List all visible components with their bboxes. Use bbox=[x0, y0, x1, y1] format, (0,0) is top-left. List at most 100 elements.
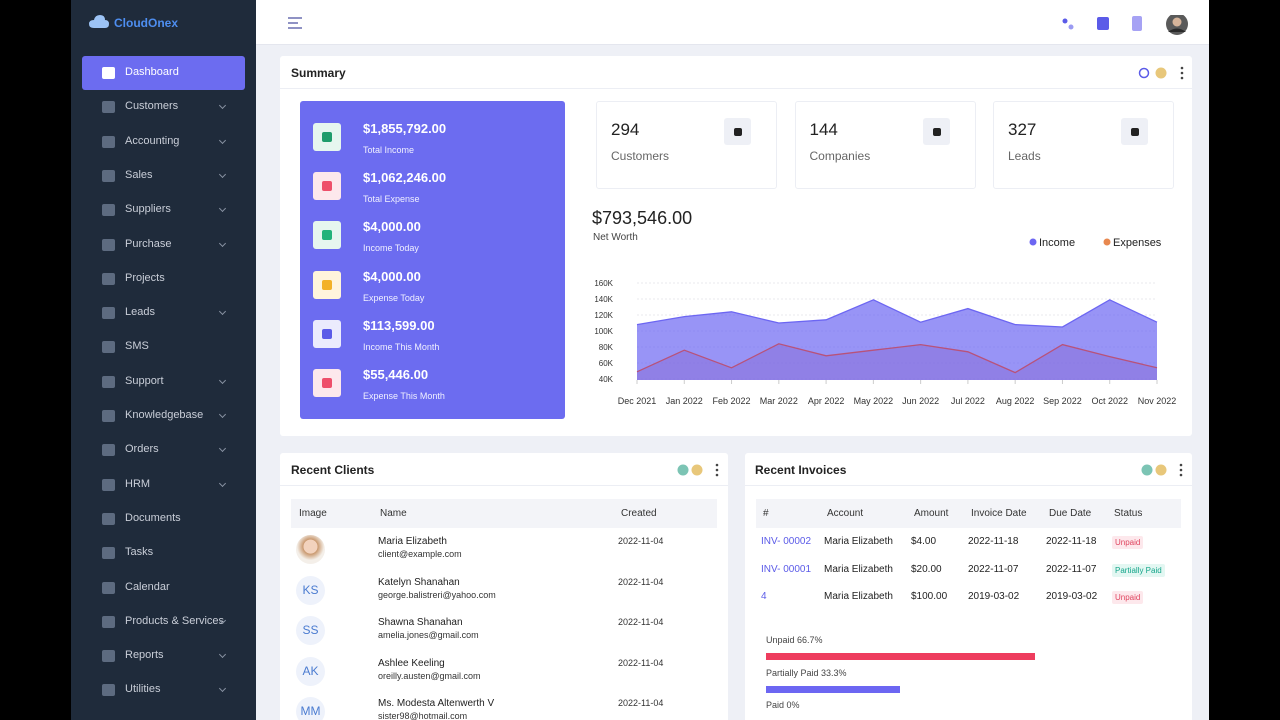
progress-bar bbox=[766, 685, 901, 693]
y-tick-label: 160K bbox=[594, 279, 613, 288]
column-header: Image bbox=[299, 508, 327, 519]
column-header: Due Date bbox=[1049, 508, 1092, 519]
menu-item[interactable]: Sales bbox=[125, 168, 153, 181]
menu-item[interactable]: Dashboard bbox=[125, 66, 179, 78]
column-header: Account bbox=[827, 508, 864, 519]
invoice-cell: $100.00 bbox=[911, 591, 948, 602]
menu-item[interactable]: Leads bbox=[125, 306, 155, 319]
x-tick-label: Apr 2022 bbox=[808, 396, 845, 406]
total-label: Income Today bbox=[363, 243, 419, 254]
progress-label: Partially Paid 33.3% bbox=[766, 667, 847, 678]
legend-swatch bbox=[1029, 238, 1037, 246]
kpi-card bbox=[794, 101, 976, 189]
menu-item[interactable]: Utilities bbox=[125, 683, 161, 696]
total-amount: $4,000.00 bbox=[363, 268, 421, 284]
menu-toggle[interactable] bbox=[288, 17, 304, 31]
avatar: AK bbox=[296, 656, 325, 686]
totals-panel bbox=[300, 101, 565, 419]
menu-item[interactable]: Calendar bbox=[125, 580, 170, 593]
y-tick-label: 40K bbox=[599, 375, 614, 384]
client-created: 2022-11-04 bbox=[618, 536, 664, 546]
menu-item[interactable]: Documents bbox=[125, 511, 181, 524]
kpi-icon-glyph bbox=[1131, 128, 1139, 136]
divider bbox=[745, 485, 1192, 486]
net-worth: $793,546.00 bbox=[592, 208, 693, 228]
total-icon-glyph bbox=[322, 279, 332, 290]
menu-icon bbox=[102, 341, 115, 354]
total-label: Total Expense bbox=[363, 194, 420, 205]
line bbox=[636, 299, 1158, 328]
invoice-cell: Maria Elizabeth bbox=[824, 536, 893, 547]
client-name: Ms. Modesta Altenwerth V bbox=[378, 698, 495, 709]
client-email: george.balistreri@yahoo.com bbox=[378, 589, 496, 600]
total-amount: $4,000.00 bbox=[363, 219, 421, 235]
line bbox=[636, 343, 1158, 374]
card-title: Recent Clients bbox=[291, 463, 375, 477]
invoice-cell: 2022-11-18 bbox=[968, 536, 1019, 547]
card-actions[interactable] bbox=[1136, 65, 1188, 81]
menu-item[interactable]: SMS bbox=[125, 340, 149, 353]
total-amount: $55,446.00 bbox=[363, 367, 429, 382]
menu-item[interactable]: Support bbox=[125, 374, 164, 387]
menu-icon bbox=[102, 272, 115, 285]
status-badge: Unpaid bbox=[1112, 591, 1144, 604]
column-header: Created bbox=[621, 508, 657, 519]
menu-item[interactable]: Reports bbox=[125, 649, 164, 662]
total-label: Total Income bbox=[363, 145, 415, 155]
invoice-link[interactable]: INV- 00001 bbox=[761, 563, 812, 575]
menu-item[interactable]: Purchase bbox=[125, 237, 172, 250]
menu-icon bbox=[102, 204, 115, 217]
client-email: amelia.jones@gmail.com bbox=[378, 630, 479, 640]
menu-item[interactable]: Projects bbox=[125, 271, 165, 284]
menu-item[interactable]: Suppliers bbox=[125, 203, 171, 216]
menu-icon bbox=[102, 101, 115, 114]
kpi-value: 144 bbox=[809, 120, 838, 139]
invoice-cell: 2022-11-07 bbox=[1046, 563, 1097, 575]
net-worth-label: Net Worth bbox=[593, 232, 638, 243]
x-tick-label: Sep 2022 bbox=[1043, 396, 1082, 406]
total-amount: $1,855,792.00 bbox=[363, 121, 447, 136]
card-actions[interactable] bbox=[675, 462, 725, 478]
menu-icon bbox=[102, 478, 115, 491]
invoice-cell: 2019-03-02 bbox=[968, 591, 1020, 602]
kpi-card bbox=[596, 101, 777, 189]
invoice-cell: $20.00 bbox=[911, 563, 942, 575]
kpi-icon-glyph bbox=[734, 128, 742, 136]
invoice-cell: 2019-03-02 bbox=[1046, 591, 1098, 602]
menu-icon bbox=[102, 169, 115, 182]
column-header: Amount bbox=[914, 508, 949, 519]
brand-name: CloudOnex bbox=[114, 16, 179, 30]
area bbox=[637, 343, 1157, 380]
client-created: 2022-11-04 bbox=[618, 617, 664, 627]
invoice-cell: 2022-11-07 bbox=[968, 563, 1019, 575]
x-tick-label: Oct 2022 bbox=[1091, 396, 1128, 406]
menu-item[interactable]: Orders bbox=[125, 443, 159, 456]
invoice-link[interactable]: INV- 00002 bbox=[761, 536, 812, 547]
avatar: KS bbox=[296, 575, 325, 605]
menu-item[interactable]: Customers bbox=[125, 100, 179, 113]
kpi-value: 327 bbox=[1008, 120, 1037, 139]
sidebar bbox=[71, 0, 256, 720]
menu-item[interactable]: Tasks bbox=[125, 546, 154, 559]
column-header: Invoice Date bbox=[971, 508, 1027, 519]
menu-item[interactable]: Products & Services bbox=[125, 614, 225, 627]
x-tick-label: Mar 2022 bbox=[760, 396, 798, 406]
menu-item[interactable]: HRM bbox=[125, 477, 151, 490]
card-title: Recent Invoices bbox=[755, 463, 847, 477]
y-tick-label: 100K bbox=[594, 327, 613, 336]
invoice-cell: Maria Elizabeth bbox=[824, 563, 893, 575]
card-actions[interactable] bbox=[1139, 462, 1189, 478]
invoice-link[interactable]: 4 bbox=[761, 591, 767, 602]
x-tick-label: May 2022 bbox=[854, 396, 894, 406]
column-header: # bbox=[763, 508, 769, 519]
client-created: 2022-11-04 bbox=[618, 698, 664, 708]
menu-item[interactable]: Accounting bbox=[125, 134, 180, 147]
top-icons[interactable] bbox=[1060, 15, 1190, 35]
progress-bar bbox=[766, 653, 1035, 660]
menu-item[interactable]: Knowledgebase bbox=[125, 409, 204, 421]
menu-icon bbox=[102, 615, 115, 628]
total-label: Expense Today bbox=[363, 292, 425, 303]
clients-card bbox=[280, 453, 728, 720]
